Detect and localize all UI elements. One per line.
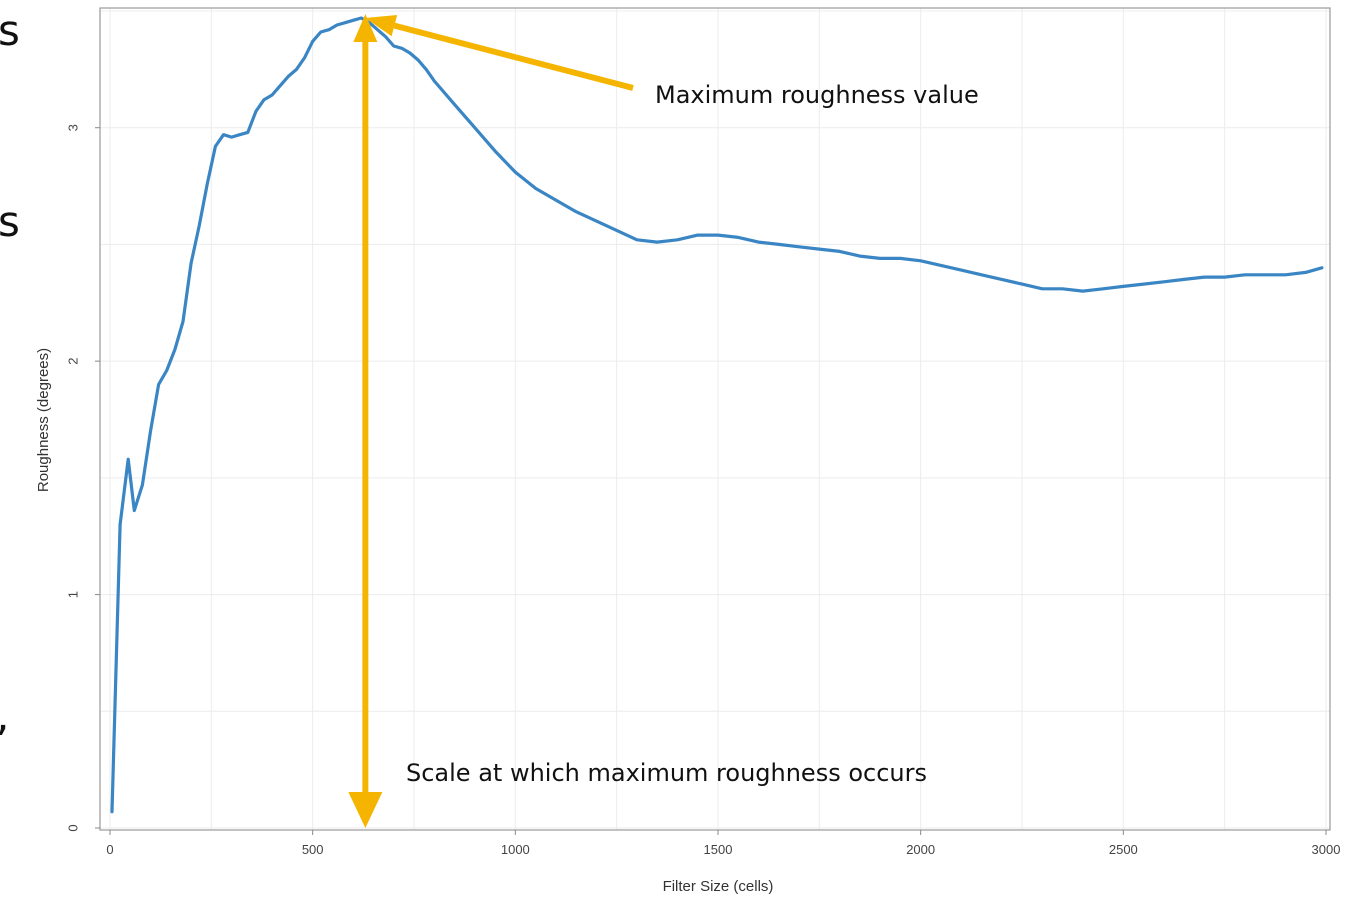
y-tick-label: 3 [65, 124, 80, 131]
left-edge-fragment: , [0, 691, 9, 740]
y-axis-label: Roughness (degrees) [35, 348, 52, 492]
x-tick-label: 1000 [501, 842, 530, 857]
arrow-head-top [353, 14, 378, 42]
x-tick-label: 1500 [704, 842, 733, 857]
arrow-head-peak [365, 14, 398, 37]
y-tick-label: 2 [65, 358, 80, 365]
roughness-line [110, 16, 1324, 814]
grid-lines [100, 8, 1330, 830]
arrow-head-bottom [348, 792, 383, 828]
series-group [110, 16, 1324, 814]
x-tick-label: 0 [106, 842, 113, 857]
annotation-max-roughness: Maximum roughness value [655, 81, 979, 109]
x-tick-label: 2500 [1109, 842, 1138, 857]
left-edge-fragments: s s , [0, 6, 20, 740]
x-axis-label: Filter Size (cells) [663, 878, 774, 895]
y-tick-label: 1 [65, 591, 80, 598]
annotation-scale: Scale at which maximum roughness occurs [406, 759, 927, 787]
arrow-shaft-peak [393, 22, 634, 91]
left-edge-fragment: s [0, 197, 20, 246]
left-edge-fragment: s [0, 6, 20, 55]
axis-ticks: 0 500 1000 1500 2000 2500 3000 0 1 2 3 [65, 124, 1340, 857]
plot-frame [99, 7, 1331, 831]
x-tick-label: 3000 [1312, 842, 1341, 857]
y-tick-label: 0 [65, 824, 80, 831]
x-tick-label: 2000 [906, 842, 935, 857]
x-tick-label: 500 [302, 842, 324, 857]
annotation-arrows [348, 14, 634, 828]
